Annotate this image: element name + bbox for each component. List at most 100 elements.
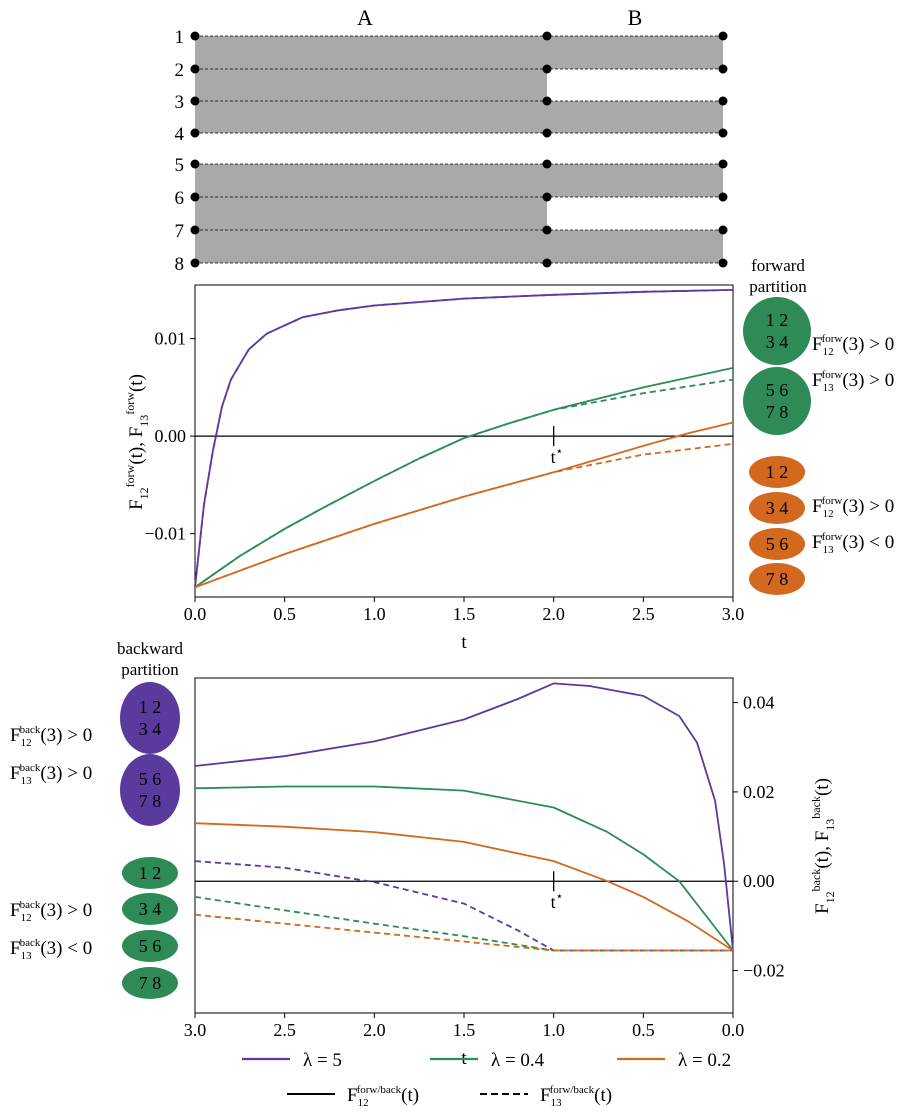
backward-group-pair-4-label: 7 8: [139, 973, 162, 993]
node-6-2: [718, 192, 728, 202]
backward-series-5-f12: [194, 682, 734, 951]
legend: λ = 5 λ = 0.4 λ = 0.2 F12forw/back(t) F1…: [242, 1050, 731, 1109]
forward-group-5678-label-1: 5 6: [766, 380, 789, 400]
forward-series-0.4-f12: [194, 367, 734, 589]
backward-group-1234: [120, 682, 180, 754]
backward-annot-2: F13back(3) > 0: [10, 762, 92, 787]
block-b-1: [547, 36, 723, 69]
node-1-1: [542, 31, 552, 41]
backward-annot-1: F12back(3) > 0: [10, 724, 92, 749]
forward-group-5678-label-2: 7 8: [766, 402, 789, 422]
forward-ytick-label-1: 0.00: [155, 426, 187, 446]
backward-annotations: F12back(3) > 0 F13back(3) > 0 F12back(3)…: [10, 724, 92, 962]
block-a-1-4: [195, 36, 547, 133]
node-3-1: [542, 96, 552, 106]
backward-group-1234-label-1: 1 2: [139, 697, 162, 717]
block-a-5-8: [195, 164, 547, 263]
backward-annot-4: F13back(3) < 0: [10, 937, 92, 962]
backward-annot-3: F12back(3) > 0: [10, 899, 92, 924]
backward-tstar-label: t⋆: [551, 889, 564, 912]
node-4-2: [718, 128, 728, 138]
node-5-1: [542, 159, 552, 169]
forward-annotations: F12forw(3) > 0 F13forw(3) > 0 F12forw(3)…: [812, 333, 894, 556]
node-1-0: [190, 31, 200, 41]
row-label-5: 5: [175, 155, 185, 176]
legend-label-lambda-0.4: λ = 0.4: [491, 1050, 545, 1071]
forward-group-pair-2: [749, 492, 805, 524]
backward-ytick-label-1: 0.02: [743, 782, 775, 802]
node-5-2: [718, 159, 728, 169]
forward-xtick-label-1: 0.5: [273, 604, 296, 624]
backward-title-line1: backward: [117, 639, 184, 658]
row-label-8: 8: [175, 254, 185, 275]
node-5-0: [190, 159, 200, 169]
column-label-b: B: [628, 5, 643, 30]
backward-xtick-label-4: 1.0: [542, 1020, 565, 1040]
forward-xtick-label-5: 2.5: [632, 604, 655, 624]
node-8-0: [190, 258, 200, 268]
forward-annot-3: F12forw(3) > 0: [812, 495, 894, 520]
forward-group-5678: [743, 367, 811, 435]
backward-ytick-label-2: 0.00: [743, 871, 775, 891]
node-7-1: [542, 225, 552, 235]
block-b-2: [547, 101, 723, 133]
backward-series-5-f13: [194, 860, 733, 952]
node-2-0: [190, 64, 200, 74]
row-label-7: 7: [175, 221, 185, 242]
forward-title-line2: partition: [749, 277, 807, 296]
backward-series-0.2-f12: [194, 822, 734, 952]
forward-group-pair-4: [749, 563, 805, 595]
forward-ylabel: F12forw(t), F13forw(t): [123, 374, 151, 510]
legend-label-lambda-5: λ = 5: [303, 1050, 342, 1071]
legend-label-f12: F12forw/back(t): [347, 1084, 419, 1109]
forward-annot-2: F13forw(3) > 0: [812, 369, 894, 394]
backward-series-0.2-f13: [194, 913, 733, 952]
backward-group-pair-3-label: 5 6: [139, 936, 162, 956]
forward-annot-4: F13forw(3) < 0: [812, 531, 894, 556]
forward-group-pair-3: [749, 528, 805, 560]
forward-group-1234-label-1: 1 2: [766, 310, 789, 330]
forward-group-pair-1-label: 1 2: [766, 462, 789, 482]
row-label-4: 4: [175, 124, 185, 145]
node-3-0: [190, 96, 200, 106]
node-6-1: [542, 192, 552, 202]
row-label-1: 1: [175, 27, 185, 48]
backward-group-pair-3: [122, 930, 178, 962]
forward-xtick-label-2: 1.0: [363, 604, 386, 624]
backward-group-5678-label-2: 7 8: [139, 791, 162, 811]
forward-series-0.2-f12: [194, 421, 734, 589]
node-1-2: [718, 31, 728, 41]
node-8-2: [718, 258, 728, 268]
backward-xtick-label-1: 2.5: [273, 1020, 296, 1040]
forward-group-1234-label-2: 3 4: [766, 332, 789, 352]
forward-axes-frame: [194, 284, 734, 598]
backward-ytick-label-0: 0.04: [743, 693, 775, 713]
node-2-2: [718, 64, 728, 74]
forward-annot-1: F12forw(3) > 0: [812, 333, 894, 358]
backward-group-pair-2: [122, 893, 178, 925]
row-label-3: 3: [175, 92, 185, 113]
partition-diagram: A B 1 2 3 4 5 6 7 8: [175, 5, 728, 275]
forward-tstar-label: t⋆: [551, 444, 564, 467]
svg-text:F12forw(t), F13forw(t): F12forw(t), F13forw(t): [123, 374, 151, 510]
forward-group-1234: [743, 297, 811, 365]
forward-series-0.4-f13: [194, 378, 734, 589]
block-b-3: [547, 164, 723, 197]
backward-xtick-label-0: 3.0: [184, 1020, 207, 1040]
backward-plot: backward partition t⋆ 3.0 2.5 2.0 1.5 1.0 0.5…: [10, 639, 837, 1069]
forward-ytick-label-2: −0.01: [144, 524, 186, 544]
forward-series-5-f13: [194, 289, 734, 588]
backward-group-5678: [120, 754, 180, 826]
backward-group-pair-4: [122, 967, 178, 999]
backward-group-5678-label-1: 5 6: [139, 769, 162, 789]
svg-text:F12back(t), F13back(t): F12back(t), F13back(t): [809, 778, 837, 914]
forward-title-line1: forward: [751, 256, 805, 275]
forward-series-0.2-f13: [194, 443, 734, 589]
backward-group-pair-2-label: 3 4: [139, 899, 162, 919]
backward-group-pair-1-label: 1 2: [139, 863, 162, 883]
backward-xtick-label-5: 0.5: [632, 1020, 655, 1040]
node-3-2: [718, 96, 728, 106]
forward-ytick-label-0: 0.01: [155, 329, 187, 349]
node-2-1: [542, 64, 552, 74]
node-7-2: [718, 225, 728, 235]
